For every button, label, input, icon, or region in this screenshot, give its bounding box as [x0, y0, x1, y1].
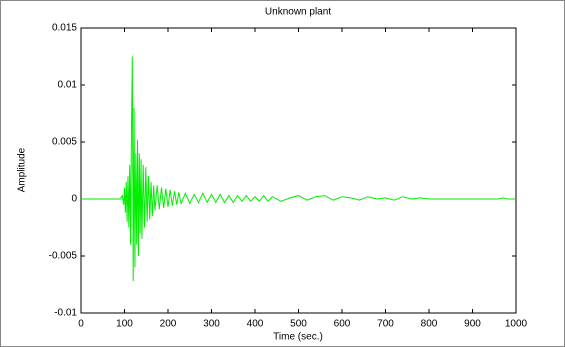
chart-title: Unknown plant	[265, 7, 331, 18]
x-tick-label: 800	[421, 319, 438, 330]
x-axis-label: Time (sec.)	[273, 332, 323, 343]
x-tick-label: 1000	[505, 319, 528, 330]
x-tick-label: 700	[377, 319, 394, 330]
y-tick-label: -0.005	[49, 251, 78, 262]
data-line	[81, 56, 516, 282]
y-axis-label: Amplitude	[17, 147, 28, 192]
y-tick-label: 0.005	[52, 137, 77, 148]
y-tick-label: 0.015	[52, 23, 77, 34]
x-tick-label: 600	[334, 319, 351, 330]
y-tick-label: 0.01	[58, 80, 78, 91]
x-tick-label: 900	[464, 319, 481, 330]
x-tick-label: 200	[160, 319, 177, 330]
x-tick-label: 500	[290, 319, 307, 330]
x-tick-label: 100	[116, 319, 133, 330]
x-tick-label: 300	[203, 319, 220, 330]
x-tick-label: 400	[247, 319, 264, 330]
x-tick-label: 0	[78, 319, 84, 330]
y-tick-label: 0	[71, 194, 77, 205]
y-tick-label: -0.01	[54, 308, 77, 319]
